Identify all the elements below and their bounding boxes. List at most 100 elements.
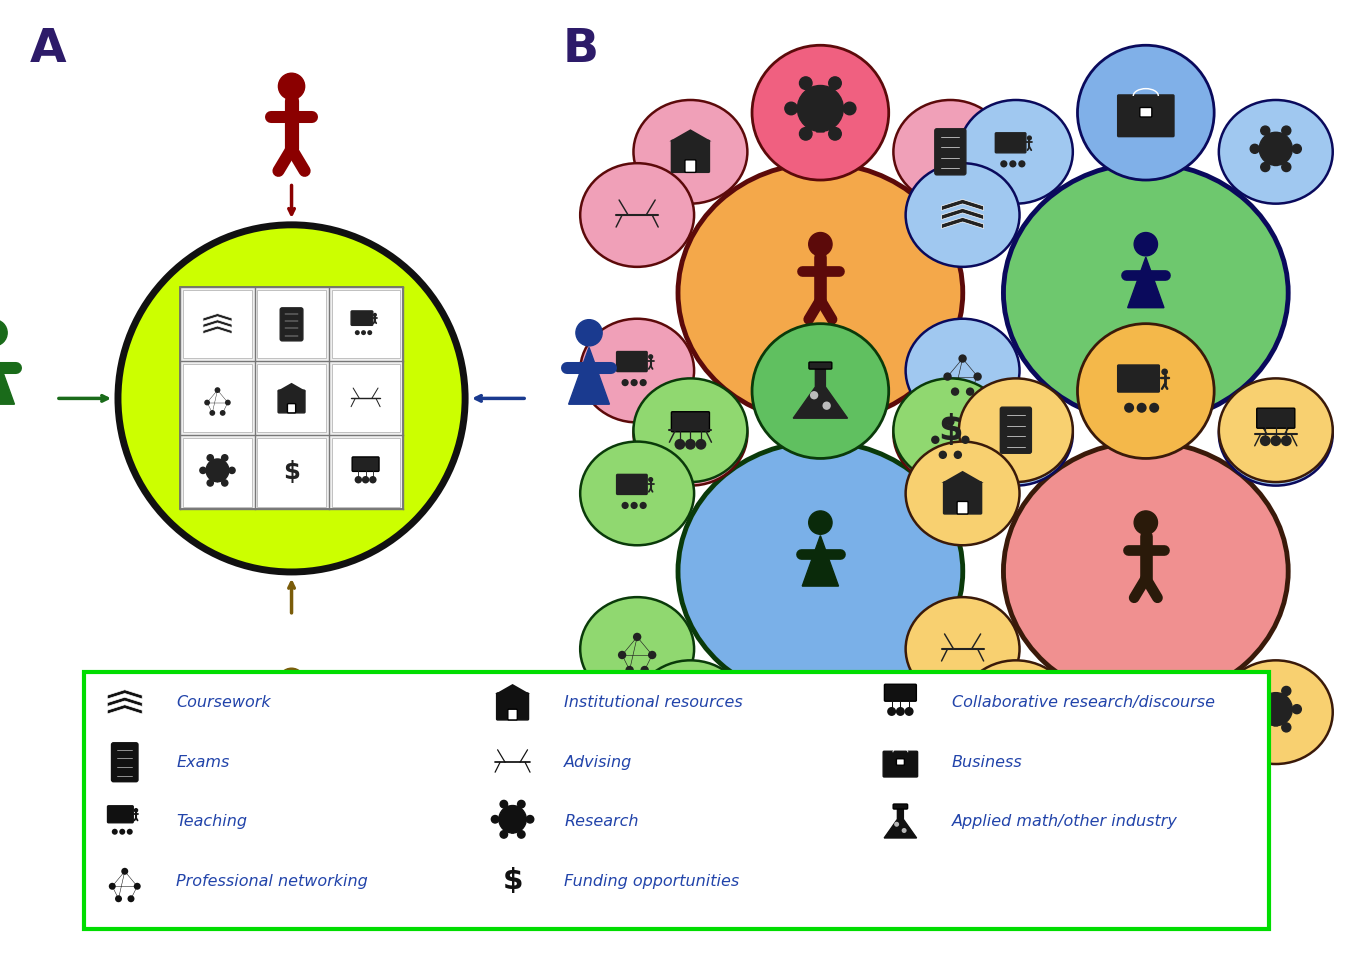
Ellipse shape (1003, 163, 1288, 422)
Ellipse shape (959, 100, 1073, 204)
Circle shape (685, 439, 696, 449)
FancyBboxPatch shape (896, 758, 904, 765)
Polygon shape (803, 536, 838, 587)
Circle shape (1292, 705, 1302, 713)
Circle shape (951, 388, 959, 396)
Polygon shape (495, 684, 530, 694)
FancyBboxPatch shape (183, 439, 252, 507)
Circle shape (956, 686, 965, 695)
FancyBboxPatch shape (258, 290, 325, 358)
Text: Collaborative research/discourse: Collaborative research/discourse (952, 695, 1215, 710)
FancyBboxPatch shape (617, 351, 647, 372)
Polygon shape (941, 217, 983, 228)
FancyBboxPatch shape (180, 287, 403, 510)
Ellipse shape (633, 378, 747, 482)
Ellipse shape (633, 660, 747, 764)
Circle shape (1261, 162, 1269, 172)
Circle shape (355, 476, 362, 484)
Circle shape (934, 692, 967, 726)
FancyBboxPatch shape (331, 439, 400, 507)
Circle shape (785, 102, 797, 115)
Circle shape (800, 77, 812, 89)
Circle shape (953, 450, 961, 459)
Circle shape (205, 399, 210, 405)
Ellipse shape (894, 382, 1008, 486)
Ellipse shape (906, 442, 1020, 545)
FancyBboxPatch shape (671, 412, 709, 432)
Circle shape (499, 805, 526, 833)
FancyBboxPatch shape (496, 693, 529, 720)
Polygon shape (670, 706, 712, 717)
Circle shape (640, 379, 647, 386)
Circle shape (810, 391, 818, 399)
Polygon shape (107, 705, 142, 714)
Circle shape (220, 410, 225, 416)
FancyBboxPatch shape (331, 290, 400, 358)
Circle shape (367, 330, 373, 335)
Circle shape (961, 436, 970, 444)
Ellipse shape (906, 163, 1020, 267)
Circle shape (518, 830, 525, 838)
Circle shape (932, 436, 940, 444)
Ellipse shape (959, 378, 1073, 482)
Ellipse shape (633, 100, 747, 204)
Ellipse shape (1219, 660, 1333, 764)
Circle shape (887, 707, 896, 716)
Circle shape (108, 883, 115, 890)
Circle shape (1028, 136, 1032, 140)
FancyBboxPatch shape (617, 474, 647, 494)
Circle shape (648, 478, 652, 482)
Circle shape (115, 896, 122, 902)
Circle shape (1260, 435, 1271, 446)
FancyBboxPatch shape (1001, 407, 1032, 453)
Polygon shape (277, 383, 306, 391)
Ellipse shape (894, 660, 1008, 764)
Circle shape (625, 666, 633, 674)
Text: B: B (563, 28, 599, 72)
Ellipse shape (1078, 45, 1214, 180)
Circle shape (618, 651, 626, 660)
Circle shape (207, 480, 213, 486)
Polygon shape (203, 326, 232, 334)
Circle shape (221, 480, 228, 486)
Ellipse shape (633, 382, 747, 486)
FancyBboxPatch shape (351, 311, 373, 325)
Circle shape (1281, 435, 1292, 446)
Circle shape (126, 828, 133, 835)
Text: Research: Research (564, 814, 639, 829)
Ellipse shape (580, 442, 694, 545)
FancyBboxPatch shape (183, 290, 252, 358)
Circle shape (500, 801, 507, 808)
Circle shape (1271, 435, 1281, 446)
Circle shape (1261, 686, 1269, 695)
Circle shape (369, 476, 377, 484)
Circle shape (1018, 160, 1025, 167)
Circle shape (355, 330, 359, 335)
Circle shape (134, 883, 141, 890)
Ellipse shape (906, 319, 1020, 422)
Polygon shape (941, 208, 983, 220)
Circle shape (904, 707, 914, 716)
Circle shape (576, 320, 602, 346)
Circle shape (621, 379, 629, 386)
FancyBboxPatch shape (671, 140, 709, 173)
Circle shape (1020, 729, 1028, 737)
Circle shape (1261, 723, 1269, 732)
Circle shape (640, 666, 650, 674)
Circle shape (199, 468, 206, 473)
Circle shape (1134, 511, 1158, 535)
Circle shape (225, 399, 231, 405)
Ellipse shape (678, 163, 963, 422)
Circle shape (823, 401, 831, 410)
Text: Exams: Exams (176, 755, 229, 770)
Circle shape (1292, 144, 1302, 154)
FancyBboxPatch shape (1257, 408, 1295, 428)
Circle shape (965, 388, 975, 396)
Circle shape (1009, 160, 1017, 167)
Circle shape (1012, 696, 1020, 705)
Circle shape (361, 330, 366, 335)
Circle shape (1281, 162, 1291, 172)
Polygon shape (670, 130, 712, 141)
Circle shape (621, 502, 629, 509)
Ellipse shape (1219, 378, 1333, 482)
